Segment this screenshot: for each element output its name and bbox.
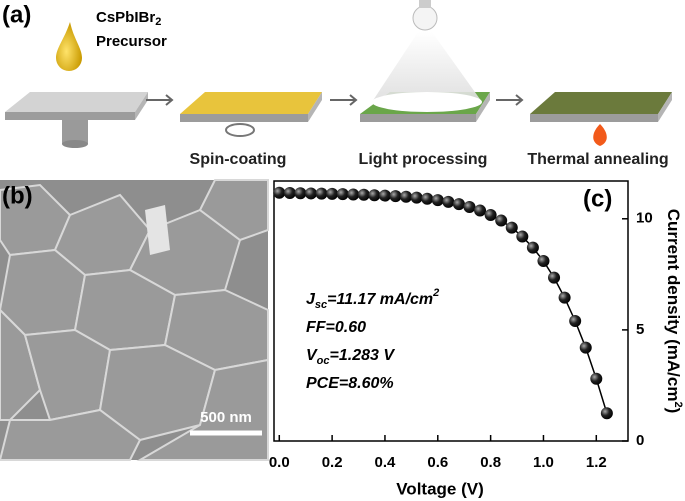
data-point (463, 201, 476, 213)
data-point (442, 195, 455, 208)
plot-frame (273, 180, 629, 442)
annotation-main: FF=0.60 (306, 319, 366, 336)
data-point (283, 187, 296, 199)
precursor-label: Precursor (96, 33, 167, 50)
data-point (304, 187, 317, 200)
y-tick-label: 5 (636, 321, 644, 338)
data-point (315, 187, 328, 200)
data-point (378, 189, 391, 202)
x-tick-label: 0.2 (322, 454, 343, 471)
data-point (431, 194, 444, 207)
data-point (558, 291, 571, 304)
y-label-sup: 2 (672, 401, 684, 407)
step-label: Thermal annealing (527, 151, 668, 168)
annotation: PCE=8.60% (306, 375, 394, 392)
data-point (569, 315, 582, 327)
x-tick-label: 1.2 (586, 454, 607, 471)
precursor-label: CsPbIBr2 (96, 9, 161, 28)
x-axis-label: Voltage (V) (396, 479, 484, 498)
precursor-sub: 2 (155, 16, 161, 28)
x-tick-label: 0.4 (375, 454, 397, 471)
data-point (484, 209, 497, 221)
data-point (357, 188, 370, 201)
annotation-sub: sc (315, 299, 327, 311)
substrate-1 (5, 22, 148, 148)
y-tick-label: 10 (636, 210, 653, 227)
substrate-2 (180, 92, 322, 137)
sem-image (0, 179, 269, 461)
annotation-rest: =1.283 V (330, 347, 396, 364)
data-point (400, 190, 413, 203)
data-point (495, 214, 508, 227)
data-point (579, 341, 592, 354)
panel-label: (a) (2, 1, 31, 28)
x-tick-label: 0.0 (269, 454, 290, 471)
data-point (548, 271, 561, 284)
data-point (368, 189, 381, 202)
data-point (421, 192, 434, 205)
data-point (452, 198, 465, 211)
data-point (273, 186, 286, 199)
y-axis-label: Current density (mA/cm2) (664, 209, 685, 414)
data-point (294, 187, 307, 200)
data-point (389, 190, 402, 203)
annotation-main: PCE=8.60% (306, 375, 394, 392)
step-label: Light processing (359, 151, 488, 168)
data-point (526, 241, 539, 254)
panel-label: (c) (583, 185, 612, 212)
precursor-name: CsPbIBr (96, 9, 155, 26)
annotation-sup: 2 (432, 287, 439, 299)
substrate-3 (360, 0, 490, 122)
data-point (505, 221, 518, 234)
annotation-sub: oc (317, 355, 330, 367)
annotation: Jsc=11.17 mA/cm2 (306, 287, 439, 311)
data-point (326, 187, 339, 200)
data-point (516, 230, 529, 243)
annotation-rest: =11.17 mA/cm (327, 291, 433, 308)
data-point (600, 407, 613, 420)
data-point (537, 255, 550, 267)
data-point (474, 204, 487, 217)
annotation-main: V (306, 347, 318, 364)
x-tick-label: 0.8 (480, 454, 501, 471)
x-tick-label: 0.6 (427, 454, 448, 471)
annotation-main: J (306, 291, 316, 308)
y-label-end: ) (664, 408, 683, 414)
data-point (336, 188, 349, 201)
annotation: FF=0.60 (306, 319, 366, 336)
data-point (410, 191, 423, 204)
data-point (590, 372, 603, 385)
arrows (146, 94, 524, 106)
y-label-text: Current density (mA/cm (664, 209, 683, 402)
y-tick-label: 0 (636, 432, 644, 449)
scale-bar-label: 500 nm (200, 409, 252, 426)
data-point (347, 188, 360, 201)
substrate-4 (530, 92, 672, 146)
step-label: Spin-coating (190, 151, 287, 168)
annotation: Voc=1.283 V (306, 347, 395, 367)
x-tick-label: 1.0 (533, 454, 554, 471)
panel-label: (b) (2, 182, 33, 209)
